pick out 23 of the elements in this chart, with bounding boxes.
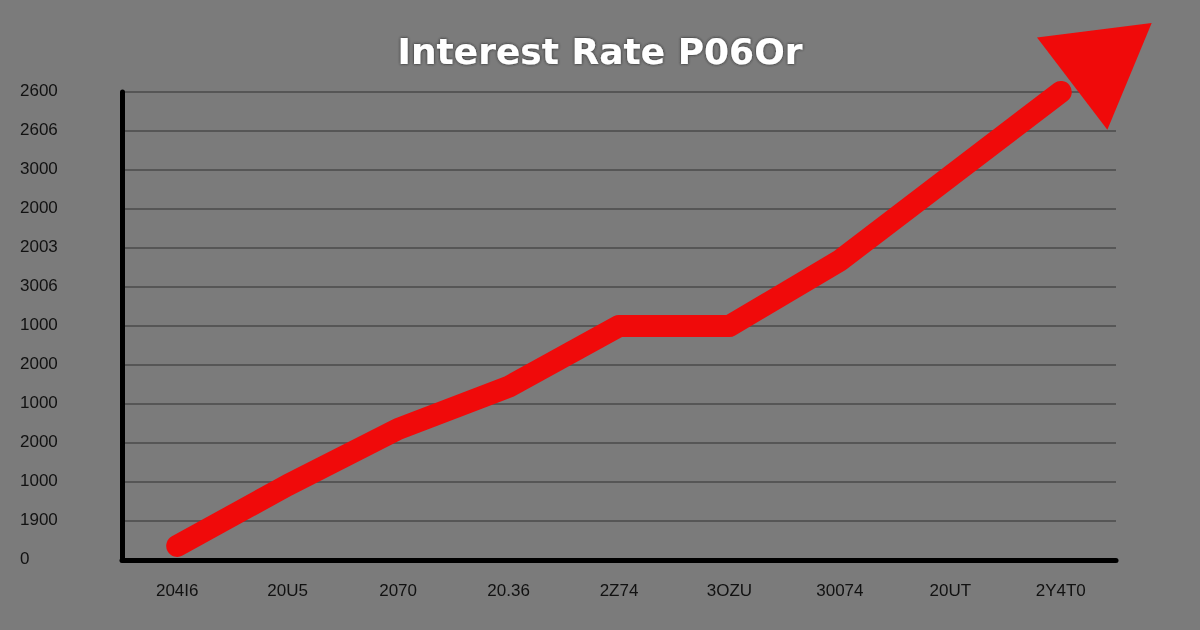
x-tick-label: 2Y4T0 — [1035, 581, 1086, 600]
text: 1000 — [20, 315, 58, 334]
x-tick-label: 30074 — [816, 581, 864, 600]
text: 2000 — [20, 354, 58, 373]
chart-title: Interest Rate P06Or — [397, 30, 803, 72]
text: 2600 — [20, 81, 58, 100]
text: 1900 — [20, 510, 58, 529]
x-tick-label: 20U5 — [267, 581, 308, 600]
text: 1000 — [20, 471, 58, 490]
text: 2000 — [20, 198, 58, 217]
x-tick-label: 2Z74 — [599, 581, 639, 600]
x-tick-label: 3OZU — [706, 581, 753, 600]
text: 1000 — [20, 393, 58, 412]
text: 3000 — [20, 159, 58, 178]
text: 2000 — [20, 432, 58, 451]
x-tick-label: 2070 — [379, 581, 418, 600]
x-tick-label: 204I6 — [155, 581, 199, 600]
text: 2606 — [20, 120, 58, 139]
text: 3006 — [20, 276, 58, 295]
text: 0 — [20, 549, 30, 568]
text: 2003 — [20, 237, 58, 256]
x-tick-label: 20.36 — [487, 581, 530, 600]
x-tick-label: 20UT — [929, 581, 972, 600]
